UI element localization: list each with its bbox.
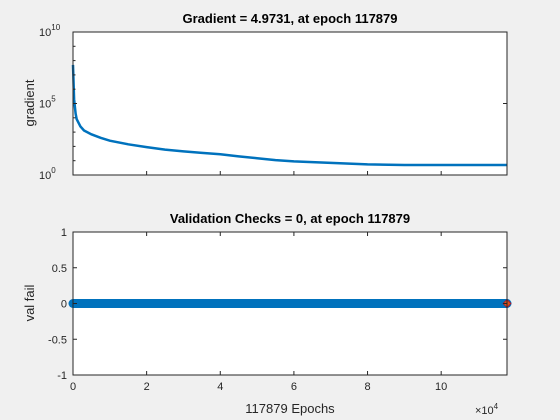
valfail-xtick-label: 6: [291, 381, 297, 393]
gradient-ytick-exp: 0: [51, 166, 56, 175]
valfail-xtick-label: 0: [70, 381, 76, 393]
gradient-ytick-exp: 10: [51, 23, 60, 32]
gradient-ytick-label: 100: [39, 166, 56, 182]
gradient-title: Gradient = 4.9731, at epoch 117879: [183, 11, 398, 26]
gradient-ytick-base: 10: [39, 27, 51, 39]
valfail-ylabel: val fail: [22, 284, 37, 321]
gradient-plot-area: [73, 32, 507, 175]
valfail-ytick-label: 1: [61, 227, 67, 239]
gradient-series-line: [71, 64, 507, 167]
valfail-series-group: [68, 298, 512, 309]
valfail-ytick-label: -1: [57, 370, 67, 382]
valfail-xtick-label: 4: [217, 381, 223, 393]
x-multiplier-base: ×10: [475, 405, 494, 417]
valfail-axes: -1-0.500.510 2 4 6 8 10 Validation Checks = 0…: [22, 211, 512, 417]
gradient-ytick-label: 1010: [39, 23, 61, 39]
gradient-ylabel: gradient: [22, 79, 37, 126]
gradient-ytick-label: 105: [39, 95, 56, 111]
gradient-ytick-base: 10: [39, 170, 51, 182]
valfail-ytick-label: -0.5: [48, 334, 67, 346]
gradient-series-group: [71, 64, 507, 167]
valfail-xtick-label: 2: [144, 381, 150, 393]
valfail-xtick-label: 8: [364, 381, 370, 393]
gradient-ytick-exp: 5: [51, 95, 56, 104]
valfail-tick-group: -1-0.500.510 2 4 6 8 10: [48, 227, 507, 393]
valfail-ytick-label: 0.5: [52, 263, 67, 275]
gradient-ytick-base: 10: [39, 99, 51, 111]
valfail-ytick-label: 0: [61, 299, 67, 311]
valfail-xlabel: 117879 Epochs: [245, 401, 335, 416]
x-multiplier-exp: 4: [494, 402, 499, 411]
valfail-title: Validation Checks = 0, at epoch 117879: [170, 211, 410, 226]
valfail-xtick-label: 10: [435, 381, 447, 393]
x-multiplier: ×104: [475, 402, 499, 417]
